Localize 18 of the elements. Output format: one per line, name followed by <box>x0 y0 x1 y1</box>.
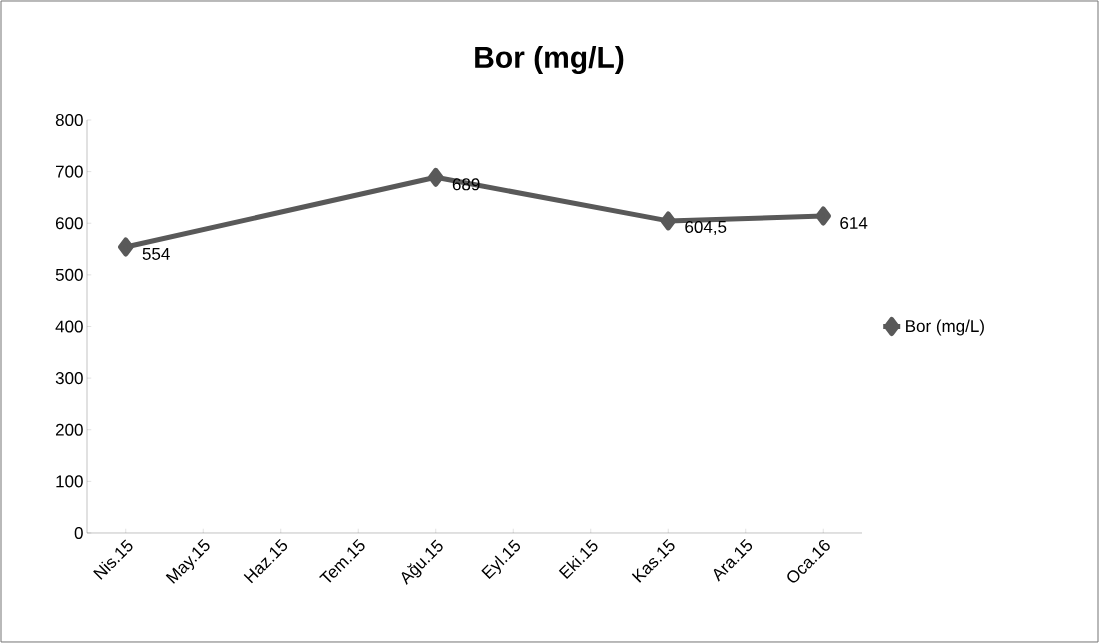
y-tick-label: 400 <box>55 320 83 333</box>
point <box>118 237 134 257</box>
data-label: 554 <box>142 248 170 260</box>
y-tick-label: 0 <box>74 526 83 540</box>
y-tick-label: 500 <box>55 268 83 281</box>
data-label: 604,5 <box>685 220 727 235</box>
point <box>815 206 832 226</box>
chart-title: Bor (mg/L) <box>475 45 624 75</box>
point <box>428 167 444 187</box>
y-tick-label: 100 <box>56 475 83 488</box>
y-tick-label: 700 <box>56 165 83 178</box>
y-tick-label: 600 <box>55 217 83 230</box>
y-tick-label: 800 <box>55 113 83 127</box>
legend-label: Bor (mg/L) <box>906 319 984 336</box>
data-label: 614 <box>840 216 868 230</box>
point <box>660 211 677 231</box>
y-tick-label: 200 <box>55 423 83 436</box>
y-tick-label: 300 <box>55 372 83 385</box>
